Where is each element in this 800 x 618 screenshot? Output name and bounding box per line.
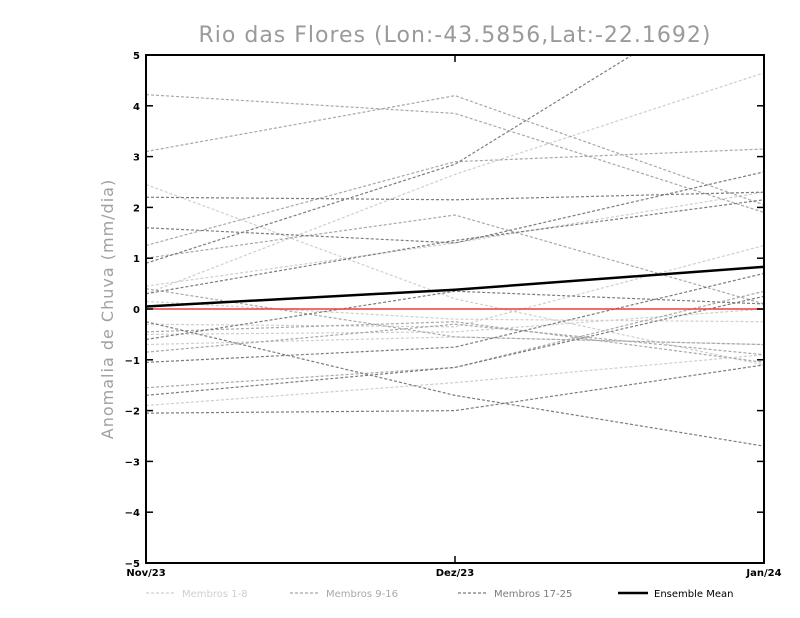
series-line-group1-7: [146, 300, 764, 323]
y-tick-label: 0: [133, 305, 140, 316]
legend-label-4: Ensemble Mean: [654, 589, 733, 600]
x-tick-label: Dez/23: [436, 568, 475, 579]
ensemble-mean-layer: [146, 265, 764, 308]
y-tick-label: 2: [133, 203, 140, 214]
axis-layer: −5 −4 −3 −2 −1 0 1 2 3 4 5 Nov/23 Dez/23 Jan/24: [125, 51, 782, 579]
series-line-group3-7: [146, 295, 764, 396]
legend: Membros 1-8 Membros 9-16 Membros 17-25 Ense…: [146, 589, 733, 600]
legend-label-1: Membros 1-8: [182, 589, 248, 600]
series-line-group1-6: [146, 354, 764, 407]
series-line-group3-8: [146, 364, 764, 414]
series-line-group2-8: [146, 323, 764, 356]
y-tick-label: 4: [133, 102, 140, 113]
x-tick-label: Jan/24: [745, 568, 781, 579]
ensemble-mean-line: [146, 265, 764, 308]
series-line-group2-4: [146, 288, 764, 346]
series-line-group2-6: [146, 290, 764, 389]
series-line-group1-3: [146, 191, 764, 287]
legend-label-3: Membros 17-25: [494, 589, 572, 600]
series-layer: [146, 55, 764, 447]
series-line-group1-8: [146, 308, 764, 335]
series-line-group3-9: [146, 321, 764, 447]
series-line-group3-3: [146, 171, 764, 244]
y-axis-label: Anomalia de Chuva (mm/dia): [98, 179, 117, 439]
y-tick-label: 1: [133, 254, 140, 265]
y-tick-label: −5: [125, 559, 140, 570]
legend-label-2: Membros 9-16: [326, 589, 398, 600]
series-line-group2-5: [146, 321, 764, 363]
x-tick-label: Nov/23: [126, 568, 165, 579]
series-line-group1-2: [146, 183, 764, 366]
series-line-group1-1: [146, 72, 764, 295]
series-line-group2-1: [146, 94, 764, 214]
y-tick-label: 5: [133, 51, 140, 62]
series-line-group2-2: [146, 95, 764, 206]
series-line-group2-3: [146, 148, 764, 247]
series-line-group3-4: [146, 199, 764, 295]
series-line-group3-2: [146, 191, 764, 201]
series-line-group1-5: [146, 336, 764, 346]
y-tick-label: −1: [125, 356, 140, 367]
series-line-group3-5: [146, 290, 764, 341]
y-tick-label: −4: [125, 508, 140, 519]
y-tick-label: −3: [125, 457, 140, 468]
series-line-group1-4: [146, 244, 764, 328]
y-tick-label: −2: [125, 407, 140, 418]
y-tick-label: 3: [133, 153, 140, 164]
chart-title: Rio das Flores (Lon:-43.5856,Lat:-22.169…: [199, 23, 712, 48]
series-line-group3-6: [146, 272, 764, 363]
